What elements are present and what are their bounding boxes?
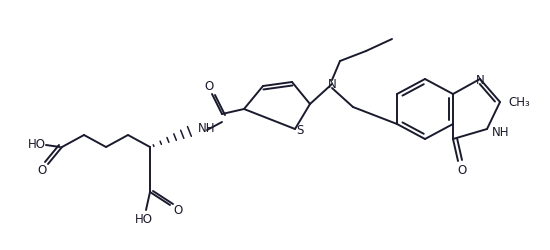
Text: O: O (173, 204, 183, 217)
Text: HO: HO (135, 213, 153, 226)
Text: O: O (458, 163, 466, 176)
Text: N: N (476, 73, 485, 86)
Text: CH₃: CH₃ (508, 96, 530, 109)
Text: NH: NH (198, 121, 216, 134)
Text: O: O (37, 164, 47, 177)
Text: S: S (296, 124, 304, 137)
Text: NH: NH (492, 125, 509, 138)
Text: HO: HO (28, 138, 46, 151)
Text: N: N (328, 78, 337, 91)
Text: O: O (205, 80, 213, 93)
